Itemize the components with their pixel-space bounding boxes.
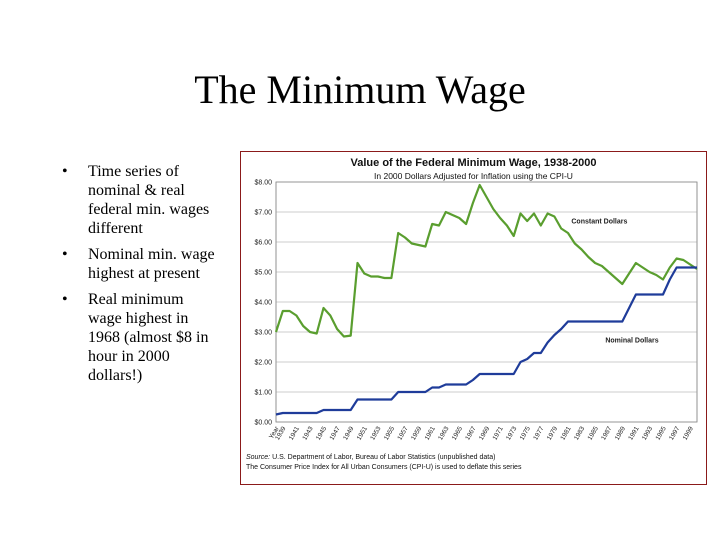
x-tick-label: 1975 [519, 425, 532, 441]
x-tick-label: 1973 [505, 425, 518, 441]
x-tick-label: 1991 [627, 425, 640, 441]
x-tick-label: 1983 [573, 425, 586, 441]
x-tick-label: 1967 [464, 425, 477, 441]
y-tick-label: $5.00 [254, 270, 272, 277]
x-tick-label: 1989 [614, 425, 627, 441]
slide-title: The Minimum Wage [194, 67, 526, 112]
x-tick-label: 1961 [424, 425, 437, 441]
x-tick-label: 1947 [329, 425, 342, 441]
bullet-item: • Nominal min. wage highest at present [60, 245, 220, 283]
y-tick-label: $1.00 [254, 390, 272, 397]
chart-title: Value of the Federal Minimum Wage, 1938-… [350, 157, 597, 169]
x-tick-label: 1969 [478, 425, 491, 441]
bullet-item: • Real minimum wage highest in 1968 (almo… [60, 290, 220, 385]
bullet-dot: • [62, 163, 68, 180]
source-note: The Consumer Price Index for All Urban C… [246, 463, 522, 471]
x-tick-label: 1963 [437, 425, 450, 441]
x-tick-label: 1951 [356, 425, 369, 441]
x-tick-label: 1971 [492, 425, 505, 441]
chart-source: Source: U.S. Department of Labor, Bureau… [246, 453, 521, 472]
bullet-text: Nominal min. wage highest at present [88, 246, 215, 282]
x-tick-label: 1955 [383, 425, 396, 441]
x-tick-label: 1997 [668, 425, 681, 441]
x-tick-label: 1999 [682, 425, 695, 441]
x-tick-label: 1957 [396, 425, 409, 441]
bullet-item: • Time series of nominal & real federal m… [60, 162, 220, 238]
source-label: Source: [246, 454, 271, 461]
x-tick-label: 1985 [587, 425, 600, 441]
x-tick-label: 1943 [301, 425, 314, 441]
x-tick-label: 1977 [532, 425, 545, 441]
bullet-dot: • [62, 291, 68, 308]
bullet-dot: • [62, 246, 68, 263]
x-tick-label: 1981 [559, 425, 572, 441]
x-tick-label: 1987 [600, 425, 613, 441]
x-tick-label: 1945 [315, 425, 328, 441]
constant-dollars-line [274, 183, 698, 338]
x-tick-label: 1941 [288, 425, 301, 441]
x-tick-label: 1979 [546, 425, 559, 441]
y-tick-label: $3.00 [254, 330, 272, 337]
x-tick-label: 1949 [342, 425, 355, 441]
x-tick-label: 1953 [369, 425, 382, 441]
x-tick-label: 1965 [451, 425, 464, 441]
bullet-text: Time series of nominal & real federal mi… [88, 163, 210, 237]
bullet-text: Real minimum wage highest in 1968 (almos… [88, 291, 209, 384]
x-tick-label: 1995 [654, 425, 667, 441]
source-text: U.S. Department of Labor, Bureau of Labo… [272, 454, 496, 461]
y-tick-label: $8.00 [254, 180, 272, 187]
y-tick-label: $4.00 [254, 300, 272, 307]
y-tick-label: $6.00 [254, 240, 272, 247]
chart-subtitle: In 2000 Dollars Adjusted for Inflation u… [374, 171, 573, 181]
nominal-dollars-line [275, 266, 697, 416]
chart-plot: $0.00 $1.00 $2.00 $3.00 $4.00 $5.00 $6.00 $7.00… [254, 180, 698, 442]
y-tick-label: $7.00 [254, 210, 272, 217]
series-label: Nominal Dollars [605, 338, 658, 345]
x-tick-label: 1993 [641, 425, 654, 441]
chart-frame: Value of the Federal Minimum Wage, 1938-… [240, 151, 707, 485]
y-tick-label: $2.00 [254, 360, 272, 367]
bullet-list: • Time series of nominal & real federal m… [60, 162, 220, 392]
series-label: Constant Dollars [571, 218, 627, 225]
x-tick-label: 1959 [410, 425, 423, 441]
y-tick-label: $0.00 [254, 420, 272, 427]
